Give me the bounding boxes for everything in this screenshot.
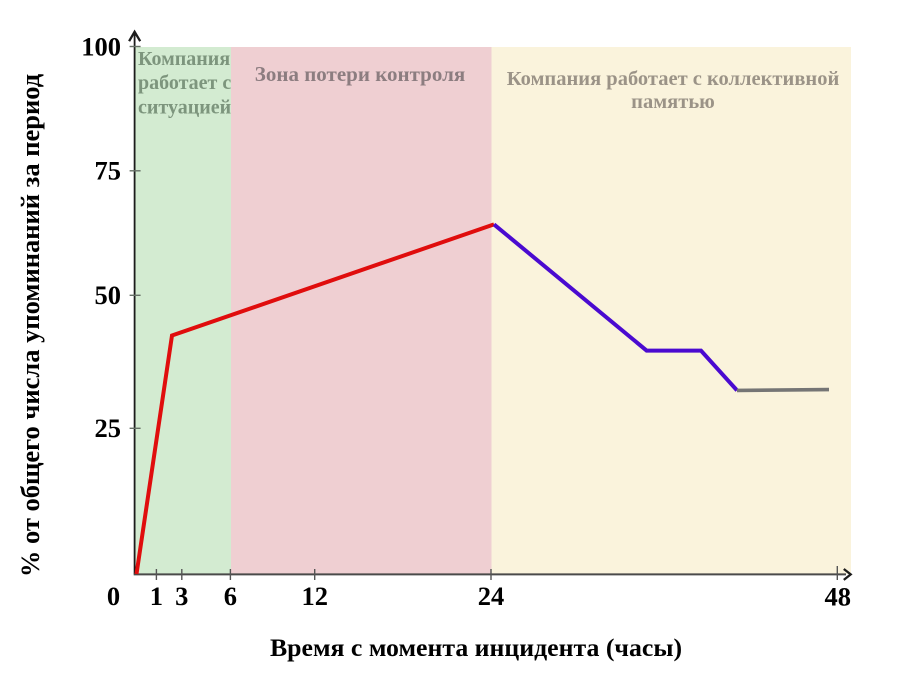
svg-text:Зона потери контроля: Зона потери контроля [255,62,465,86]
svg-text:памятью: памятью [631,91,715,113]
svg-text:24: 24 [478,581,505,611]
svg-text:48: 48 [825,582,852,612]
svg-text:0: 0 [107,581,120,611]
svg-text:3: 3 [175,581,188,611]
svg-text:Время с момента инцидента (час: Время с момента инцидента (часы) [270,633,682,662]
svg-text:100: 100 [81,32,121,62]
svg-text:25: 25 [95,413,122,443]
svg-text:75: 75 [95,155,122,185]
svg-text:12: 12 [301,581,328,611]
svg-text:% от общего числа упоминаний з: % от общего числа упоминаний за период [15,73,45,577]
svg-text:6: 6 [224,581,237,611]
svg-text:Компания работает с коллективн: Компания работает с коллективной [507,68,840,90]
svg-text:50: 50 [95,280,122,310]
svg-text:Компания: Компания [138,48,230,70]
svg-text:работает с: работает с [138,72,231,94]
svg-text:1: 1 [150,581,163,611]
svg-text:ситуацией: ситуацией [138,97,231,119]
